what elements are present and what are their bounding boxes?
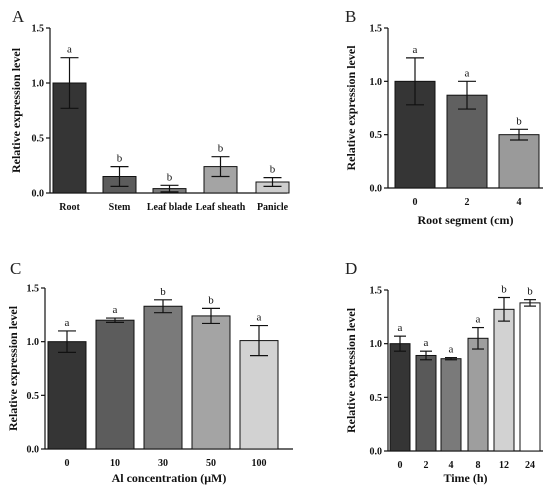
x-tick-label: 4	[449, 460, 454, 471]
bar	[440, 358, 462, 452]
significance-label: a	[398, 322, 403, 334]
significance-label: b	[218, 143, 224, 155]
bar	[47, 341, 87, 450]
significance-label: b	[160, 286, 166, 298]
bar	[143, 305, 183, 450]
x-tick-label: 30	[158, 458, 168, 469]
x-tick-label: 50	[206, 458, 216, 469]
x-axis-title: Time (h)	[443, 471, 487, 485]
y-tick-label: 0.0	[370, 184, 383, 195]
panel-letter: C	[10, 259, 21, 278]
x-tick-label: 24	[525, 460, 535, 471]
y-tick-label: 0.0	[32, 189, 45, 200]
y-tick-label: 0.5	[32, 134, 45, 145]
bar	[519, 302, 541, 452]
significance-label: b	[527, 286, 533, 298]
significance-label: a	[476, 314, 481, 326]
bar	[95, 319, 135, 450]
y-tick-label: 0.0	[370, 447, 383, 458]
x-tick-label: 0	[413, 197, 418, 208]
panel-letter: B	[345, 7, 356, 26]
y-axis-title: Relative expression level	[344, 45, 358, 171]
significance-label: a	[465, 67, 470, 79]
x-axis-title: Al concentration (μM)	[112, 471, 227, 485]
y-tick-label: 1.5	[27, 284, 40, 295]
y-tick-label: 1.0	[27, 337, 40, 348]
x-tick-label: 2	[465, 197, 470, 208]
panel-letter: A	[12, 7, 25, 26]
x-tick-label: Leaf sheath	[196, 202, 246, 213]
significance-label: a	[413, 44, 418, 56]
x-axis-title: Root segment (cm)	[418, 213, 514, 227]
bar	[498, 134, 540, 189]
y-axis-title: Relative expression level	[9, 47, 23, 173]
y-tick-label: 0.5	[370, 393, 383, 404]
y-axis-title: Relative expression level	[6, 305, 20, 431]
bar	[191, 315, 231, 450]
y-tick-label: 1.0	[32, 79, 45, 90]
x-tick-label: Stem	[109, 202, 131, 213]
x-tick-label: Root	[59, 202, 80, 213]
y-tick-label: 1.5	[370, 286, 383, 297]
significance-label: a	[113, 304, 118, 316]
significance-label: b	[501, 284, 507, 296]
y-tick-label: 0.0	[27, 445, 40, 456]
y-tick-label: 1.5	[32, 24, 45, 35]
y-tick-label: 1.5	[370, 24, 383, 35]
bar	[415, 354, 437, 452]
bar	[446, 94, 488, 189]
significance-label: b	[270, 164, 276, 176]
y-tick-label: 1.0	[370, 339, 383, 350]
x-tick-label: 100	[252, 458, 267, 469]
significance-label: a	[67, 44, 72, 56]
significance-label: b	[516, 115, 522, 127]
x-tick-label: 10	[110, 458, 120, 469]
bar	[239, 340, 279, 450]
significance-label: b	[117, 153, 123, 165]
x-tick-label: 12	[499, 460, 509, 471]
x-tick-label: 4	[517, 197, 522, 208]
significance-label: a	[65, 317, 70, 329]
significance-label: a	[257, 312, 262, 324]
bar	[493, 308, 515, 452]
y-axis-title: Relative expression level	[344, 307, 358, 433]
significance-label: a	[449, 344, 454, 356]
y-tick-label: 0.5	[27, 391, 40, 402]
x-tick-label: Leaf blade	[147, 202, 193, 213]
x-tick-label: 8	[476, 460, 481, 471]
y-tick-label: 1.0	[370, 77, 383, 88]
y-tick-label: 0.5	[370, 130, 383, 141]
bar	[389, 343, 411, 452]
x-tick-label: 2	[424, 460, 429, 471]
x-tick-label: 0	[65, 458, 70, 469]
significance-label: a	[424, 337, 429, 349]
panel-letter: D	[345, 259, 357, 278]
significance-label: b	[208, 294, 214, 306]
x-tick-label: 0	[398, 460, 403, 471]
bar	[467, 337, 489, 452]
significance-label: b	[167, 171, 173, 183]
x-tick-label: Panicle	[257, 202, 289, 213]
